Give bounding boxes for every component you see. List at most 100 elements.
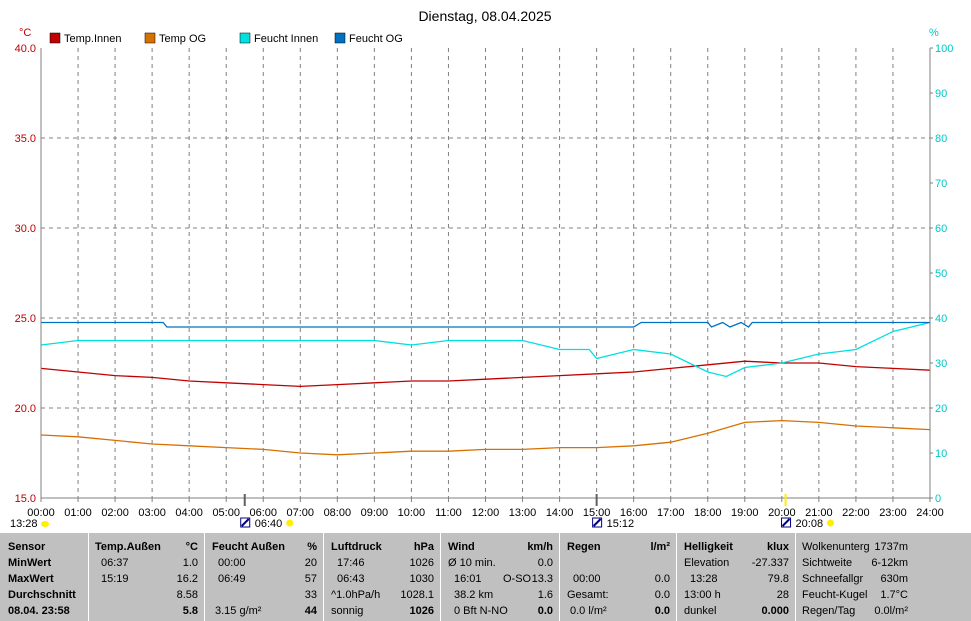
x-tick-label: 09:00	[361, 507, 389, 519]
wind-column: Wind km/h Ø 10 min. 0.0 16:01 O-SO 13.3 …	[441, 533, 560, 621]
legend-label: Feucht OG	[349, 33, 403, 45]
light-current: 0.000	[761, 605, 789, 617]
highpoint-icon-slash	[592, 518, 602, 527]
snow-val: 630m	[880, 573, 908, 585]
press-min-time: 17:46	[337, 557, 365, 569]
x-tick-label: 07:00	[287, 507, 315, 519]
y-right-tick-label: 0	[935, 493, 941, 505]
press-current: 1026	[409, 605, 434, 617]
y-right-tick-label: 30	[935, 358, 947, 370]
rain-total-val: 0.0	[654, 589, 670, 601]
cloud-label: Wolkenunterg	[802, 541, 870, 553]
rain-header: Regen	[567, 541, 601, 553]
y-left-tick-label: 30.0	[15, 223, 36, 235]
temp-avg-val: 8.58	[176, 589, 198, 601]
x-tick-label: 11:00	[435, 507, 462, 519]
humid-max-time: 06:49	[218, 573, 246, 585]
x-tick-label: 02:00	[101, 507, 129, 519]
y-right-tick-label: 50	[935, 268, 947, 280]
moon-icon	[41, 521, 49, 527]
x-tick-label: 12:00	[472, 507, 500, 519]
x-tick-label: 24:00	[916, 507, 944, 519]
cloud-val: 1737m	[874, 541, 908, 553]
press-header: Luftdruck	[331, 541, 382, 553]
press-min-val: 1026	[409, 557, 434, 569]
wind-max-val: 13.3	[531, 573, 553, 585]
light-max-time: 13:28	[690, 573, 718, 585]
humid-header: Feucht Außen	[212, 541, 285, 553]
y-left-tick-label: 25.0	[15, 313, 36, 325]
wind-unit: km/h	[527, 541, 553, 553]
avg-label: Durchschnitt	[8, 589, 76, 601]
x-tick-label: 13:00	[509, 507, 537, 519]
wet-val: 1.7°C	[880, 589, 908, 601]
humid-column: Feucht Außen % 00:00 20 06:49 57 33 3.15…	[205, 533, 324, 621]
press-unit: hPa	[413, 541, 434, 553]
legend-label: Feucht Innen	[254, 33, 318, 45]
x-tick-label: 05:00	[212, 507, 240, 519]
y-right-tick-label: 100	[935, 43, 953, 55]
x-tick-label: 22:00	[842, 507, 870, 519]
x-tick-label: 10:00	[398, 507, 426, 519]
summary-panel: Sensor MinWert MaxWert Durchschnitt 08.0…	[0, 533, 971, 621]
temp-column: Temp.Außen °C 06:37 1.0 15:19 16.2 8.58 …	[89, 533, 205, 621]
rain-total-label: Gesamt:	[567, 589, 609, 601]
x-tick-label: 06:00	[249, 507, 277, 519]
humid-current: 44	[304, 605, 317, 617]
press-forecast: sonnig	[331, 605, 364, 617]
y-left-tick-label: 20.0	[15, 403, 36, 415]
humid-unit: %	[307, 541, 317, 553]
temp-min-time: 06:37	[101, 557, 129, 569]
x-tick-label: 17:00	[657, 507, 685, 519]
rainday-label: Regen/Tag	[802, 605, 856, 617]
y-right-tick-label: 70	[935, 178, 947, 190]
series-line-temp-og	[40, 419, 931, 456]
max-label: MaxWert	[8, 573, 54, 585]
sensor-header: Sensor	[8, 541, 46, 553]
x-tick-label: 18:00	[694, 507, 722, 519]
x-tick-label: 00:00	[27, 507, 55, 519]
humid-max-val: 57	[304, 573, 317, 585]
legend-swatch	[239, 32, 251, 44]
humid-min-time: 00:00	[218, 557, 246, 569]
press-trend-label: ^1.0hPa/h	[331, 589, 381, 601]
rain-r1-time: 00:00	[573, 573, 601, 585]
y-right-tick-label: 60	[935, 223, 947, 235]
y-left-unit: °C	[19, 27, 31, 39]
y-right-tick-label: 20	[935, 403, 947, 415]
x-tick-label: 23:00	[879, 507, 907, 519]
min-label: MinWert	[8, 557, 52, 569]
x-tick-label: 01:00	[64, 507, 92, 519]
light-hours-val: 28	[776, 589, 789, 601]
y-right-tick-label: 90	[935, 88, 947, 100]
humid-min-val: 20	[304, 557, 317, 569]
wind-header: Wind	[448, 541, 475, 553]
x-tick-label: 15:00	[583, 507, 611, 519]
temp-max-time: 15:19	[101, 573, 129, 585]
wind-max-time: 16:01	[454, 573, 482, 585]
series-line-feucht-innen	[40, 321, 931, 378]
rain-cur-label: 0.0 l/m²	[570, 605, 607, 617]
current-label: 08.04. 23:58	[8, 605, 70, 617]
rain-current: 0.0	[654, 605, 670, 617]
light-header: Helligkeit	[684, 541, 733, 553]
press-max-time: 06:43	[337, 573, 365, 585]
press-trend-val: 1028.1	[400, 589, 434, 601]
x-tick-label: 20:00	[768, 507, 796, 519]
humid-abs: 3.15 g/m²	[215, 605, 262, 617]
legend-label: Temp OG	[159, 33, 206, 45]
light-column: Helligkeit klux Elevation -27.337 13:28 …	[677, 533, 796, 621]
temp-header: Temp.Außen	[95, 541, 161, 553]
light-hours-label: 13:00 h	[684, 589, 721, 601]
sunrise-icon-slash	[241, 518, 250, 527]
series-line-feucht-og	[41, 321, 930, 328]
sun-dot-icon	[286, 519, 294, 527]
sensor-column: Sensor MinWert MaxWert Durchschnitt 08.0…	[0, 533, 89, 621]
temp-max-val: 16.2	[176, 573, 198, 585]
y-left-tick-label: 15.0	[15, 493, 36, 505]
x-tick-label: 04:00	[175, 507, 203, 519]
rain-unit: l/m²	[650, 541, 670, 553]
rain-column: Regen l/m² 00:00 0.0 Gesamt: 0.0 0.0 l/m…	[560, 533, 677, 621]
light-max-val: 79.8	[767, 573, 789, 585]
y-left-tick-label: 40.0	[15, 43, 36, 55]
